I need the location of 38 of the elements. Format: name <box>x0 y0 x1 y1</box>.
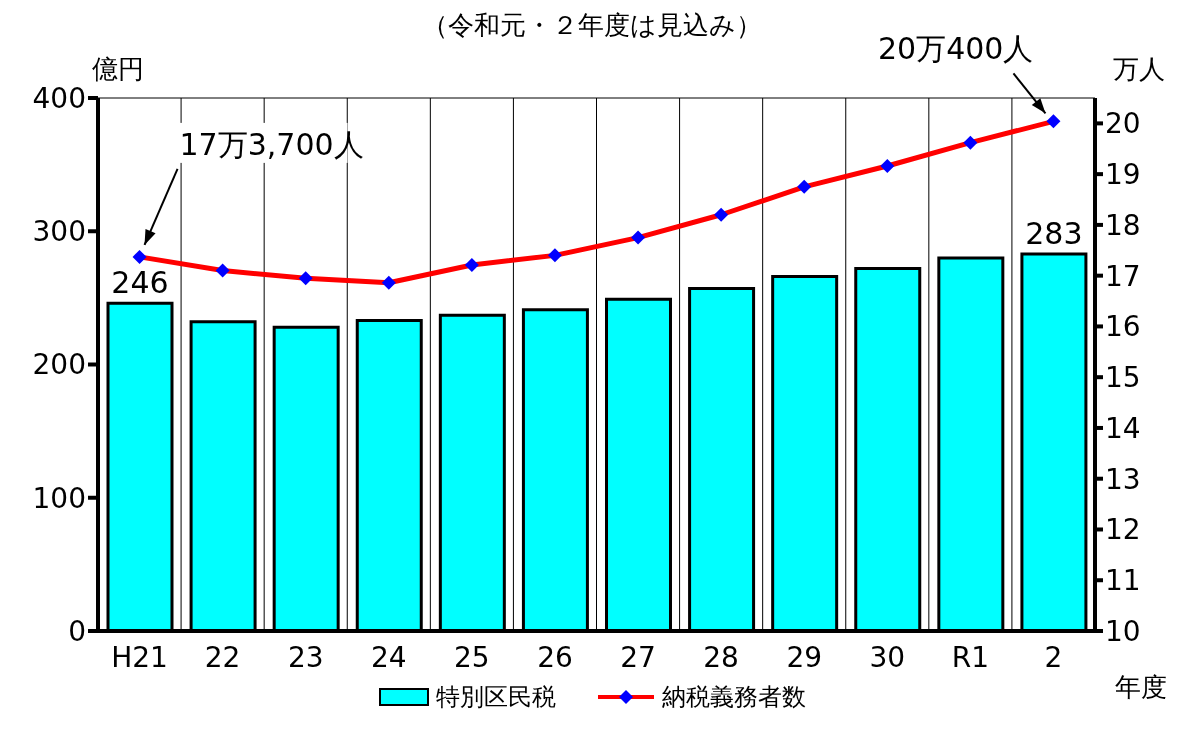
y-tick-label: 200 <box>32 348 86 382</box>
data-label: 283 <box>1025 215 1083 251</box>
y-tick-label: 300 <box>32 215 86 249</box>
annotation: 17万3,700人 <box>179 126 364 162</box>
y2-tick-label: 10 <box>1105 614 1141 648</box>
x-tick-label: H21 <box>111 640 168 674</box>
x-tick-label: 27 <box>620 640 656 674</box>
x-tick-label: 28 <box>703 640 739 674</box>
x-tick-label: 22 <box>204 640 241 674</box>
x-tick-label: 26 <box>537 640 573 674</box>
y2-tick-label: 19 <box>1105 158 1141 192</box>
y-tick-label: 0 <box>68 614 86 648</box>
y-tick-label: 400 <box>32 81 86 115</box>
x-tick-label: 25 <box>454 640 490 674</box>
chart-subtitle: （令和元・２年度は見込み） <box>421 10 762 40</box>
y-tick-label: 100 <box>32 481 86 515</box>
y2-tick-label: 12 <box>1105 513 1141 547</box>
y-axis-title: 億円 <box>92 53 144 86</box>
y2-tick-label: 17 <box>1105 259 1141 293</box>
y2-tick-label: 20 <box>1105 107 1141 141</box>
legend-label: 納税義務者数 <box>661 682 806 713</box>
y2-tick-label: 15 <box>1105 361 1141 395</box>
y2-tick-label: 11 <box>1105 564 1141 598</box>
y2-tick-label: 18 <box>1105 208 1141 242</box>
y2-axis-title: 万人 <box>1113 53 1165 86</box>
y2-tick-label: 16 <box>1105 310 1141 344</box>
text: 20万400人 <box>878 31 1034 67</box>
x-tick-label: R1 <box>951 640 990 674</box>
y2-tick-label: 14 <box>1105 411 1141 445</box>
x-tick-label: 23 <box>287 640 324 674</box>
x-axis-title: 年度 <box>1115 671 1167 704</box>
x-tick-label: 2 <box>1044 640 1063 674</box>
x-tick-label: 30 <box>869 640 906 674</box>
x-tick-label: 24 <box>370 640 407 674</box>
legend-label: 特別区民税 <box>435 682 556 713</box>
x-tick-label: 29 <box>786 640 823 674</box>
data-label: 246 <box>111 265 169 301</box>
y2-tick-label: 13 <box>1105 462 1141 496</box>
